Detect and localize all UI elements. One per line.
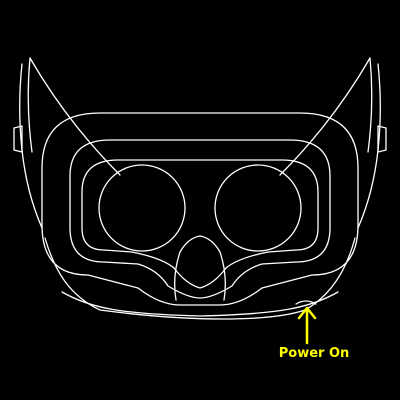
nose-cutout [174,235,226,301]
arrow-up-icon [297,306,317,345]
power-on-label: Power On [278,346,350,361]
lens-well [81,159,319,289]
right-lens [214,164,302,252]
strap-left [13,57,121,229]
headset-body [44,237,356,320]
power-button [295,300,317,305]
left-lens [98,164,186,252]
inner-cushion [69,139,331,299]
headset-body-lower-edge [61,291,339,317]
face-cushion [41,112,359,306]
strap-right [279,57,387,229]
